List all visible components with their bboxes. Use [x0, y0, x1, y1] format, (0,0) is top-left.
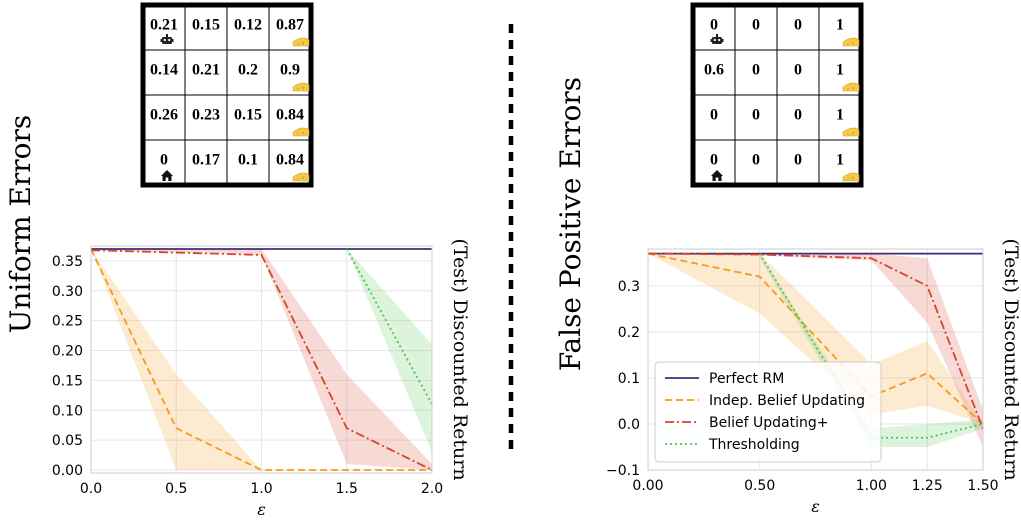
row-label-false-positive: False Positive Errors — [554, 77, 587, 371]
y-tick-label: 0.10 — [52, 403, 83, 419]
grid-cell-value: 0 — [794, 17, 802, 34]
grid-cell-value: 1 — [836, 17, 844, 34]
grid-cell-value: 0 — [794, 152, 802, 169]
legend-label: Belief Updating+ — [709, 415, 828, 431]
x-axis-label: ε — [257, 500, 266, 519]
grid-cell-value: 0.26 — [150, 107, 178, 124]
grid-cell-value: 0.15 — [234, 107, 262, 124]
grid-cell-value: 0.6 — [704, 62, 724, 79]
grid-cell-value: 0.2 — [238, 62, 258, 79]
x-tick-label: 2.0 — [421, 481, 443, 497]
band-indep-belief-updating — [91, 248, 432, 471]
grid-cell-value: 0.12 — [234, 17, 262, 34]
grid-cell-value: 0 — [752, 62, 760, 79]
legend-label: Thresholding — [708, 437, 800, 453]
band-belief-updating- — [91, 248, 432, 471]
y-tick-label: 0.3 — [618, 279, 640, 295]
series-lines — [90, 248, 433, 471]
y-tick-labels: 0.00 0.05 0.10 0.15 0.20 0.25 0.30 0.35 — [52, 254, 83, 479]
plot-frame — [90, 245, 433, 474]
series-indep-belief-updating — [90, 248, 432, 471]
gridworld-false-positive: 0 0 0 1 0.6 0 0 1 0 0 0 1 0 0 0 1 — [690, 2, 864, 188]
x-tick-labels: 0.00 0.50 1.00 1.25 1.50 — [632, 478, 998, 494]
x-tick-label: 1.00 — [856, 478, 887, 494]
grid-cell-value: 1 — [836, 62, 844, 79]
grid-cell-value: 0 — [752, 107, 760, 124]
y-tick-label: 0.0 — [618, 417, 640, 433]
confidence-bands — [648, 253, 983, 447]
y-tick-label: 0.00 — [52, 463, 83, 479]
grid-cell-value: 0.23 — [192, 107, 220, 124]
y-axis-label: (Test) Discounted Return — [1000, 238, 1021, 480]
chart-uniform-errors: 0.00 0.05 0.10 0.15 0.20 0.25 0.30 0.35 0.0 0.5 1… — [52, 238, 471, 519]
y-tick-labels: −0.1 0.0 0.1 0.2 0.3 — [606, 279, 640, 479]
y-tick-label: 0.20 — [52, 344, 83, 360]
row-label-uniform: Uniform Errors — [4, 115, 37, 333]
confidence-bands — [91, 248, 432, 471]
y-tick-label: 0.35 — [52, 254, 83, 270]
x-tick-label: 0.0 — [80, 481, 102, 497]
y-tick-label: 0.2 — [618, 325, 640, 341]
grid-cell-value: 0.9 — [280, 62, 300, 79]
x-tick-label: 0.50 — [744, 478, 775, 494]
grid-cell-value: 0 — [710, 107, 718, 124]
legend-label: Perfect RM — [709, 371, 784, 387]
grid-cell-value: 0 — [710, 17, 718, 34]
x-axis-label: ε — [811, 497, 820, 516]
grid-cell-value: 0.17 — [192, 152, 220, 169]
x-tick-label: 1.0 — [250, 481, 272, 497]
grid-cell-value: 0.21 — [192, 62, 220, 79]
band-thresholding — [759, 253, 983, 447]
y-axis-label: (Test) Discounted Return — [449, 238, 471, 480]
grid-cell-value: 0 — [794, 62, 802, 79]
x-tick-labels: 0.0 0.5 1.0 1.5 2.0 — [80, 481, 443, 497]
grid-cell-value: 0.15 — [192, 17, 220, 34]
legend-label: Indep. Belief Updating — [709, 393, 865, 409]
y-tick-label: 0.15 — [52, 373, 83, 389]
legend: Perfect RM Indep. Belief Updating Belief U… — [654, 361, 882, 463]
series-belief-updating- — [90, 249, 433, 471]
y-tick-label: 0.25 — [52, 314, 83, 330]
x-tick-label: 0.00 — [632, 478, 663, 494]
grid-cell-value: 0 — [160, 152, 168, 169]
grid-cell-value: 0 — [794, 107, 802, 124]
grid-cell-value: 0 — [752, 152, 760, 169]
gridworld-uniform: 0.21 0.15 0.12 0.87 0.14 0.21 0.2 0.9 0.26 0.23 0.… — [140, 2, 314, 188]
band-thresholding — [346, 248, 432, 453]
plot-frame — [647, 248, 984, 471]
grid-cell-value: 0.87 — [276, 17, 304, 34]
grid-cell-value: 1 — [836, 107, 844, 124]
grid-cell-value: 0 — [752, 17, 760, 34]
x-tick-label: 1.25 — [912, 478, 943, 494]
grid-cell-value: 0.84 — [276, 107, 304, 124]
legend-box — [654, 361, 882, 463]
series-belief-updating- — [647, 252, 984, 429]
chart-false-positive-errors: −0.10.00.10.20.3 0.00 0.50 1.00 1.25 1.50 ε … — [606, 238, 1021, 516]
grid-cell-value: 0.84 — [276, 152, 304, 169]
grid-cell-value: 0.1 — [238, 152, 258, 169]
grid-cell-value: 0.21 — [150, 17, 178, 34]
x-tick-label: 0.5 — [165, 481, 187, 497]
x-tick-label: 1.50 — [967, 478, 998, 494]
grid-cell-value: 1 — [836, 152, 844, 169]
band-indep-belief-updating — [648, 253, 983, 424]
x-tick-label: 1.5 — [336, 481, 358, 497]
grid-cell-value: 0 — [710, 152, 718, 169]
y-tick-label: 0.30 — [52, 284, 83, 300]
y-tick-label: −0.1 — [606, 463, 640, 479]
y-tick-label: 0.1 — [618, 371, 640, 387]
y-tick-label: 0.05 — [52, 433, 83, 449]
grid-cell-value: 0.14 — [150, 62, 178, 79]
